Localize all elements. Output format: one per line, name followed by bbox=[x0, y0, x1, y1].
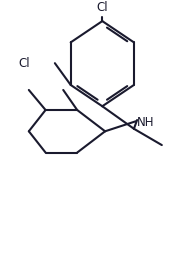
Text: Cl: Cl bbox=[97, 1, 108, 14]
Text: Cl: Cl bbox=[18, 57, 30, 70]
Text: NH: NH bbox=[137, 116, 154, 129]
